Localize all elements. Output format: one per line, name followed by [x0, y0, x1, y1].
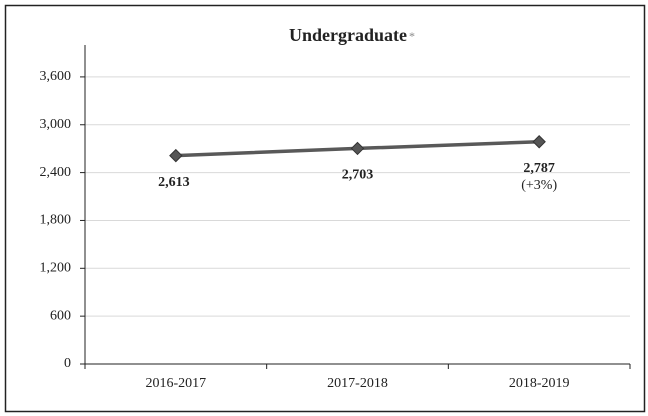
marker — [532, 135, 546, 149]
x-tick-label: 2018-2019 — [509, 376, 570, 391]
data-label: 2,613 — [158, 175, 190, 190]
y-tick-label: 1,800 — [40, 213, 72, 228]
data-label: 2,703 — [342, 168, 374, 183]
chart-title: Undergraduate * — [289, 25, 415, 45]
y-tick-label: 600 — [50, 308, 71, 323]
x-tick-label: 2016-2017 — [145, 376, 206, 391]
title-note: * — [409, 29, 415, 43]
y-tick-label: 2,400 — [40, 165, 72, 180]
chart-frame — [4, 4, 646, 413]
marker — [169, 148, 183, 163]
annotation: (+3%) — [521, 178, 557, 193]
y-tick-label: 1,200 — [40, 261, 72, 276]
y-tick-label: 3,600 — [40, 69, 72, 84]
title-text: Undergraduate — [289, 25, 407, 45]
marker — [350, 141, 365, 156]
data-label: 2,787 — [523, 161, 555, 176]
y-tick-label: 0 — [64, 356, 71, 371]
y-tick-label: 3,000 — [40, 117, 72, 132]
x-tick-label: 2017-2018 — [327, 376, 388, 391]
